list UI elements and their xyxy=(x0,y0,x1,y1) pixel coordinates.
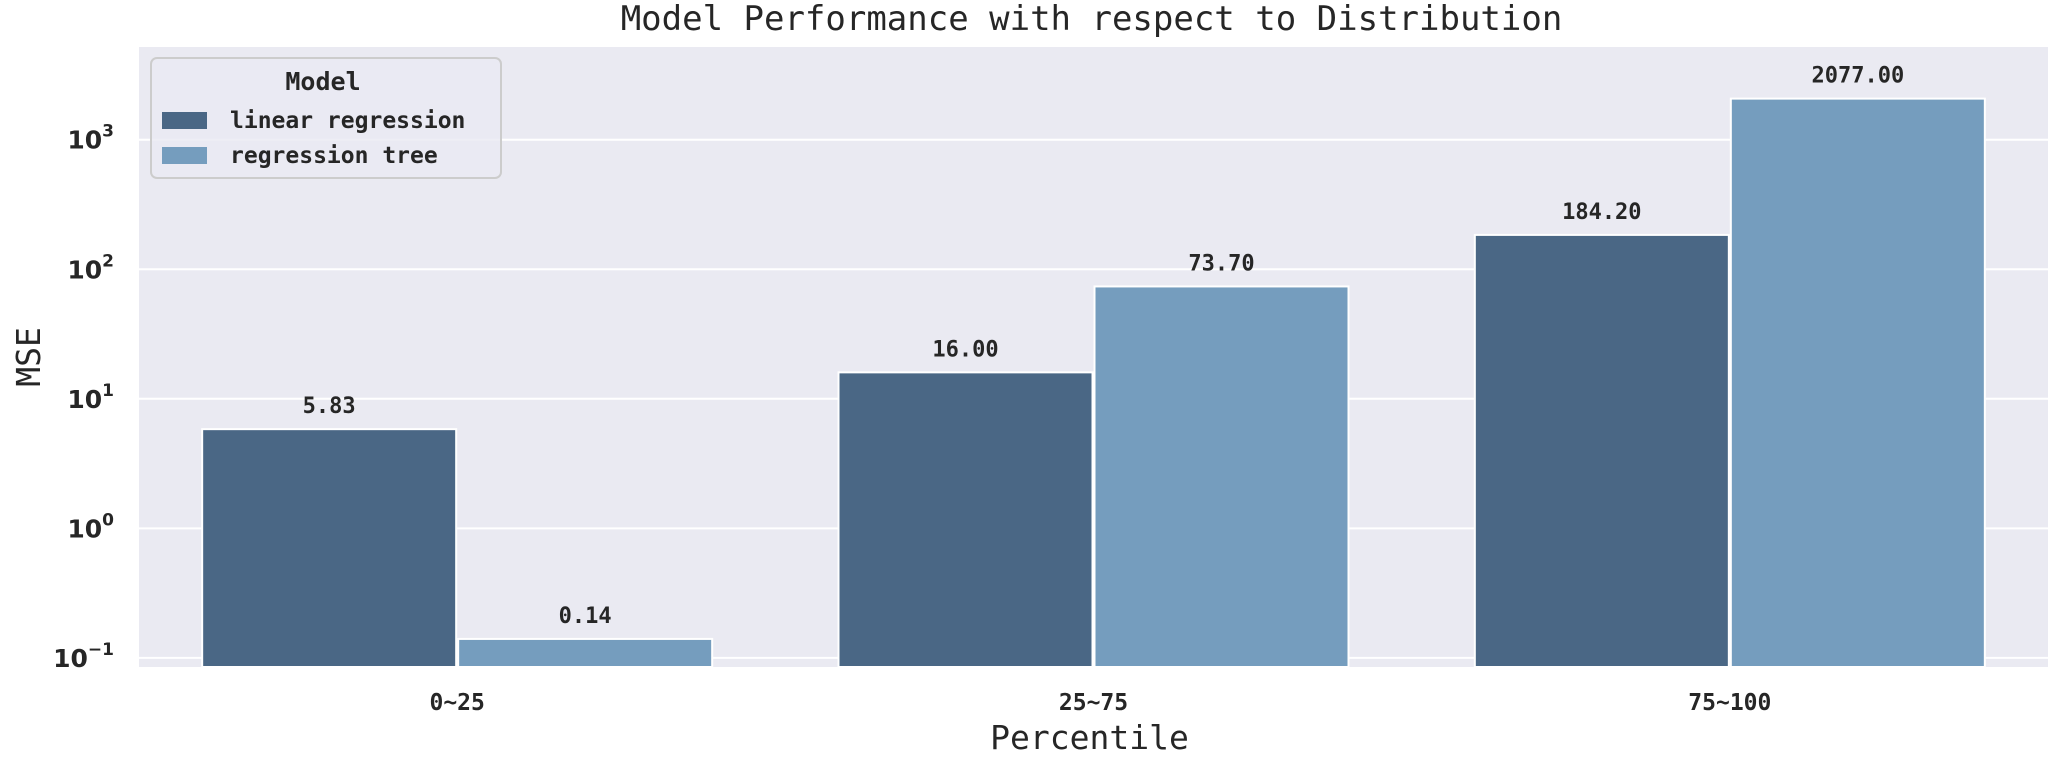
y-tick-base: 10 xyxy=(67,126,102,155)
bar-value-label: 5.83 xyxy=(303,394,356,419)
legend-items: linear regression regression tree xyxy=(162,108,465,169)
x-tick-label: 25~75 xyxy=(1059,690,1128,716)
bar-value-label: 2077.00 xyxy=(1811,64,1904,89)
y-axis-label: MSE xyxy=(9,327,48,387)
bar-value-labels: 5.83 0.14 16.00 73.70 184.20 2077.00 xyxy=(303,64,1905,629)
y-tick-label: 100 xyxy=(67,510,114,543)
y-tick-base: 10 xyxy=(67,385,102,414)
legend-swatch xyxy=(162,112,207,129)
bar-value-label: 73.70 xyxy=(1188,251,1254,276)
legend-label: linear regression xyxy=(230,108,465,134)
bar xyxy=(1093,285,1350,668)
legend-box xyxy=(150,57,502,179)
bars xyxy=(201,97,1986,668)
y-tick-label: 10−1 xyxy=(53,640,114,673)
bar xyxy=(457,637,714,668)
bar-value-label: 184.20 xyxy=(1562,200,1641,225)
y-tick-exponent: 1 xyxy=(102,381,114,401)
y-tick-base: 10 xyxy=(53,644,88,673)
bar xyxy=(201,428,458,668)
bar xyxy=(1473,233,1730,668)
chart-title: Model Performance with respect to Distri… xyxy=(621,0,1563,39)
y-tick-label: 103 xyxy=(67,122,114,155)
y-tick-exponent: 2 xyxy=(102,251,114,271)
legend-swatch xyxy=(162,147,207,164)
y-tick-label: 102 xyxy=(67,251,114,284)
x-axis-label: Percentile xyxy=(990,718,1189,757)
bar xyxy=(1729,97,1986,668)
bar-value-label: 0.14 xyxy=(559,604,612,629)
x-tick-label: 75~100 xyxy=(1688,690,1771,716)
y-tick-exponent: −1 xyxy=(88,640,114,660)
y-tick-base: 10 xyxy=(67,514,102,543)
y-tick-exponent: 3 xyxy=(102,122,114,142)
legend-title: Model xyxy=(285,67,360,96)
y-tick-exponent: 0 xyxy=(102,510,114,530)
y-tick-label: 101 xyxy=(67,381,114,414)
x-tick-labels: 0~25 25~75 75~100 xyxy=(429,690,1771,716)
x-tick-label: 0~25 xyxy=(429,690,484,716)
y-tick-base: 10 xyxy=(67,255,102,284)
bar xyxy=(837,371,1094,668)
legend: Model linear regression regression tree xyxy=(150,57,502,179)
legend-label: regression tree xyxy=(230,143,438,169)
bar-value-label: 16.00 xyxy=(932,337,998,362)
